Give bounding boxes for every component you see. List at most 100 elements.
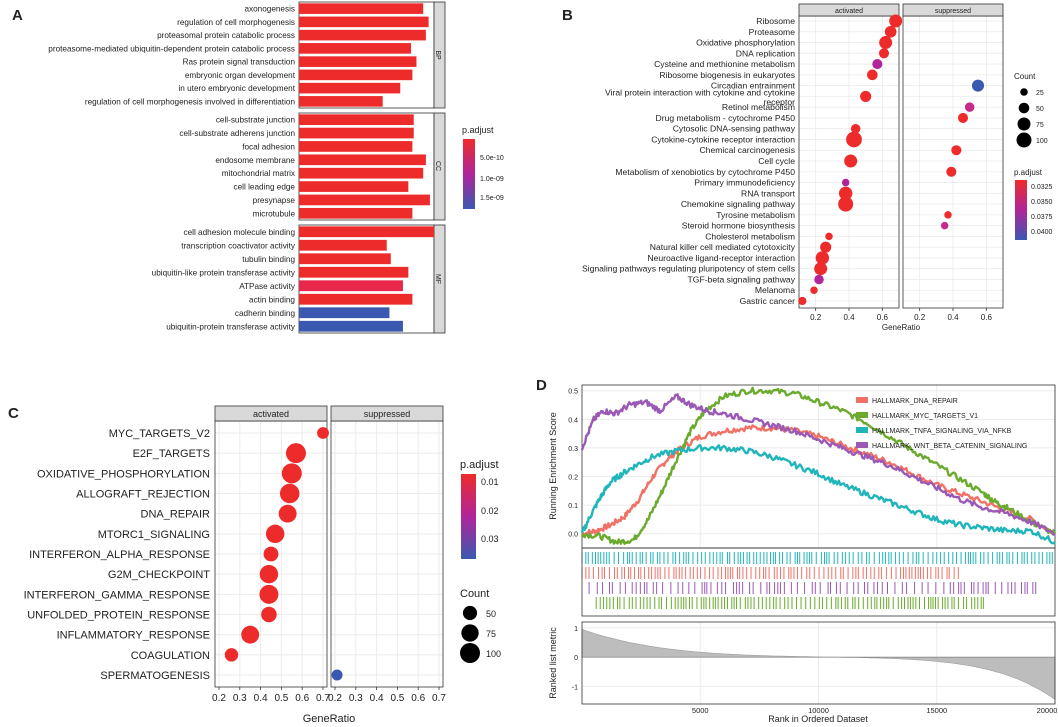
panel-a-legend-colorbar (463, 139, 475, 209)
panel-label-b: B (562, 7, 573, 24)
bar (299, 167, 424, 179)
bar-label: presynapse (253, 196, 296, 205)
data-point (259, 564, 279, 584)
es-series-line (581, 424, 1056, 537)
panel-a-legend-label: 5.0e-10 (480, 155, 504, 162)
y-tick-label: MYC_TARGETS_V2 (109, 428, 210, 440)
bar (299, 43, 412, 54)
y-tick-label: -1 (572, 684, 578, 691)
panel-label-a: A (12, 7, 23, 24)
data-point (889, 14, 903, 28)
data-point (259, 584, 279, 604)
data-point (331, 669, 343, 681)
es-series-line (580, 444, 1056, 545)
legend-label: HALLMARK_MYC_TARGETS_V1 (872, 413, 978, 420)
y-tick-label: Gastric cancer (740, 296, 796, 306)
data-point (946, 166, 957, 177)
strip-suppressed (902, 3, 1004, 17)
bar-label: proteasome-mediated ubiquitin-dependent … (48, 44, 295, 53)
y-tick-label: UNFOLDED_PROTEIN_RESPONSE (27, 610, 210, 622)
legend-count-dot (1016, 132, 1032, 148)
bar-label: mitochondrial matrix (222, 169, 295, 178)
x-tick-label: 0.6 (981, 313, 993, 322)
panel-b-xlabel: GeneRatio (882, 323, 921, 332)
panel-a-legend-label: 1.5e-09 (480, 195, 504, 202)
data-point (846, 131, 862, 148)
y-tick-label: Drug metabolism - cytochrome P450 (656, 113, 796, 123)
data-point (810, 286, 818, 294)
panel-d-xlabel: Rank in Ordered Dataset (768, 714, 868, 724)
legend-count-label: 100 (1036, 138, 1048, 145)
data-point (278, 504, 297, 523)
x-tick-label: 0.4 (370, 693, 384, 704)
data-point (878, 48, 890, 59)
y-tick-label: Retinol metabolism (722, 102, 795, 112)
y-tick-label: COAGULATION (131, 650, 210, 662)
y-tick-label: Cholesterol metabolism (705, 231, 795, 241)
y-tick-label: Chemical carcinogenesis (699, 145, 795, 155)
bar (299, 266, 409, 278)
bar-label: Ras protein signal transduction (183, 58, 296, 67)
legend-swatch (856, 427, 868, 433)
strip-cc-label: CC (434, 161, 441, 171)
y-tick-label: Steroid hormone biosynthesis (682, 221, 795, 231)
bar-label: cell adhesion molecule binding (183, 228, 295, 237)
legend-count-label: 50 (486, 609, 496, 619)
bar (299, 280, 403, 292)
x-tick-label: 10000 (808, 706, 829, 715)
bar-label: ubiquitin-protein transferase activity (166, 322, 296, 331)
data-point (224, 648, 239, 662)
panel-c-legend-label: 0.03 (481, 534, 499, 544)
x-tick-label: 0.7 (432, 693, 446, 704)
bar-label: regulation of cell morphogenesis (177, 18, 295, 27)
y-tick-label: E2F_TARGETS (133, 448, 210, 460)
panel-c-dot-plot: activated suppressed MYC_TARGETS_V2 E2F_T… (24, 405, 501, 725)
panel-d-gsea-plot: 0.0 0.1 0.2 0.3 0.4 0.5 1 0 -1 5000 10000 15000 2000… (548, 384, 1057, 724)
legend-label: HALLMARK_WNT_BETA_CATENIN_SIGNALING (872, 443, 1027, 450)
panel-c-legend-color-title: p.adjust (460, 459, 499, 471)
data-point (841, 178, 850, 187)
panel-b-legend-label: 0.0325 (1031, 184, 1053, 191)
y-tick-label: Cysteine and methionine metabolism (654, 59, 795, 69)
x-tick-label: 0.3 (349, 693, 363, 704)
bar (299, 3, 424, 14)
bar-label: endosome membrane (215, 156, 295, 165)
y-tick-label: Signaling pathways regulating pluripoten… (582, 264, 795, 274)
x-tick-label: 0.2 (212, 693, 226, 704)
bar-label: actin binding (249, 295, 295, 304)
x-tick-label: 0.4 (254, 693, 268, 704)
data-point (872, 59, 883, 70)
x-tick-label: 0.2 (328, 693, 342, 704)
data-point (814, 262, 828, 276)
bar (299, 293, 413, 305)
data-point (844, 154, 858, 168)
strip-bp (433, 1, 446, 109)
legend-swatch (856, 442, 868, 448)
strip-suppressed-label: suppressed (364, 409, 411, 419)
data-point (884, 25, 897, 38)
bar (299, 320, 403, 332)
bar (299, 207, 413, 219)
strip-suppressed-label: suppressed (935, 8, 971, 15)
legend-swatch (856, 412, 868, 418)
y-tick-label: 0.0 (568, 532, 578, 539)
y-tick-label: DNA replication (736, 48, 795, 58)
data-point (957, 112, 969, 123)
bar (299, 16, 429, 28)
x-tick-label: 0.2 (810, 313, 822, 322)
legend-count-dot (461, 624, 479, 642)
data-point (820, 241, 832, 253)
data-point (860, 90, 872, 102)
y-tick-label: INFLAMMATORY_RESPONSE (57, 630, 210, 642)
panel-b-legend: Count 25 50 75 100 p.adjust 0.0325 0.0350 0… (1014, 72, 1053, 240)
panel-c-xlabel: GeneRatio (303, 713, 356, 725)
panel-b-legend-label: 0.0375 (1031, 214, 1053, 221)
panel-a-bar-chart: BP CC MF axonogenesis regulation of cell … (48, 1, 504, 334)
x-tick-label: 0.7 (316, 693, 330, 704)
y-tick-label: 0.5 (568, 389, 578, 396)
x-tick-label: 0.4 (947, 313, 959, 322)
data-point (951, 145, 962, 156)
panel-a-legend: p.adjust 5.0e-10 1.0e-09 1.5e-09 (462, 125, 504, 209)
bar (299, 29, 426, 41)
panel-c-legend-count-title: Count (460, 588, 489, 600)
